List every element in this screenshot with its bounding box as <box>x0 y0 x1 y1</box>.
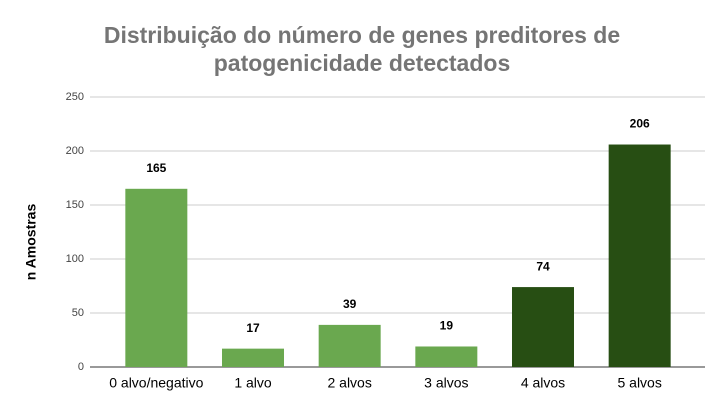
bar <box>318 324 381 367</box>
value-label: 19 <box>440 319 454 333</box>
x-tick-label: 2 alvos <box>327 375 371 391</box>
x-tick-label: 4 alvos <box>521 375 565 391</box>
y-tick-label: 200 <box>66 145 84 157</box>
bar <box>125 188 188 367</box>
y-axis-label: n Amostras <box>23 204 39 281</box>
x-tick-label: 3 alvos <box>424 375 468 391</box>
y-tick-label: 100 <box>66 253 84 265</box>
y-tick-label: 150 <box>66 199 84 211</box>
value-label: 165 <box>146 161 166 175</box>
value-label: 17 <box>246 321 260 335</box>
bar <box>512 287 574 367</box>
y-tick-label: 50 <box>72 307 84 319</box>
x-tick-label: 5 alvos <box>617 375 661 391</box>
bar <box>222 348 284 367</box>
x-tick-label: 1 alvo <box>234 375 272 391</box>
y-tick-label: 0 <box>78 361 84 373</box>
y-tick-label: 250 <box>66 91 84 103</box>
bar <box>608 144 671 367</box>
value-label: 74 <box>536 259 550 273</box>
value-label: 206 <box>630 117 650 131</box>
chart-title: Distribuição do número de genes preditor… <box>104 22 620 48</box>
value-label: 39 <box>343 297 357 311</box>
chart-title: patogenicidade detectados <box>214 50 511 76</box>
x-tick-label: 0 alvo/negativo <box>109 375 203 391</box>
bar <box>415 346 478 367</box>
